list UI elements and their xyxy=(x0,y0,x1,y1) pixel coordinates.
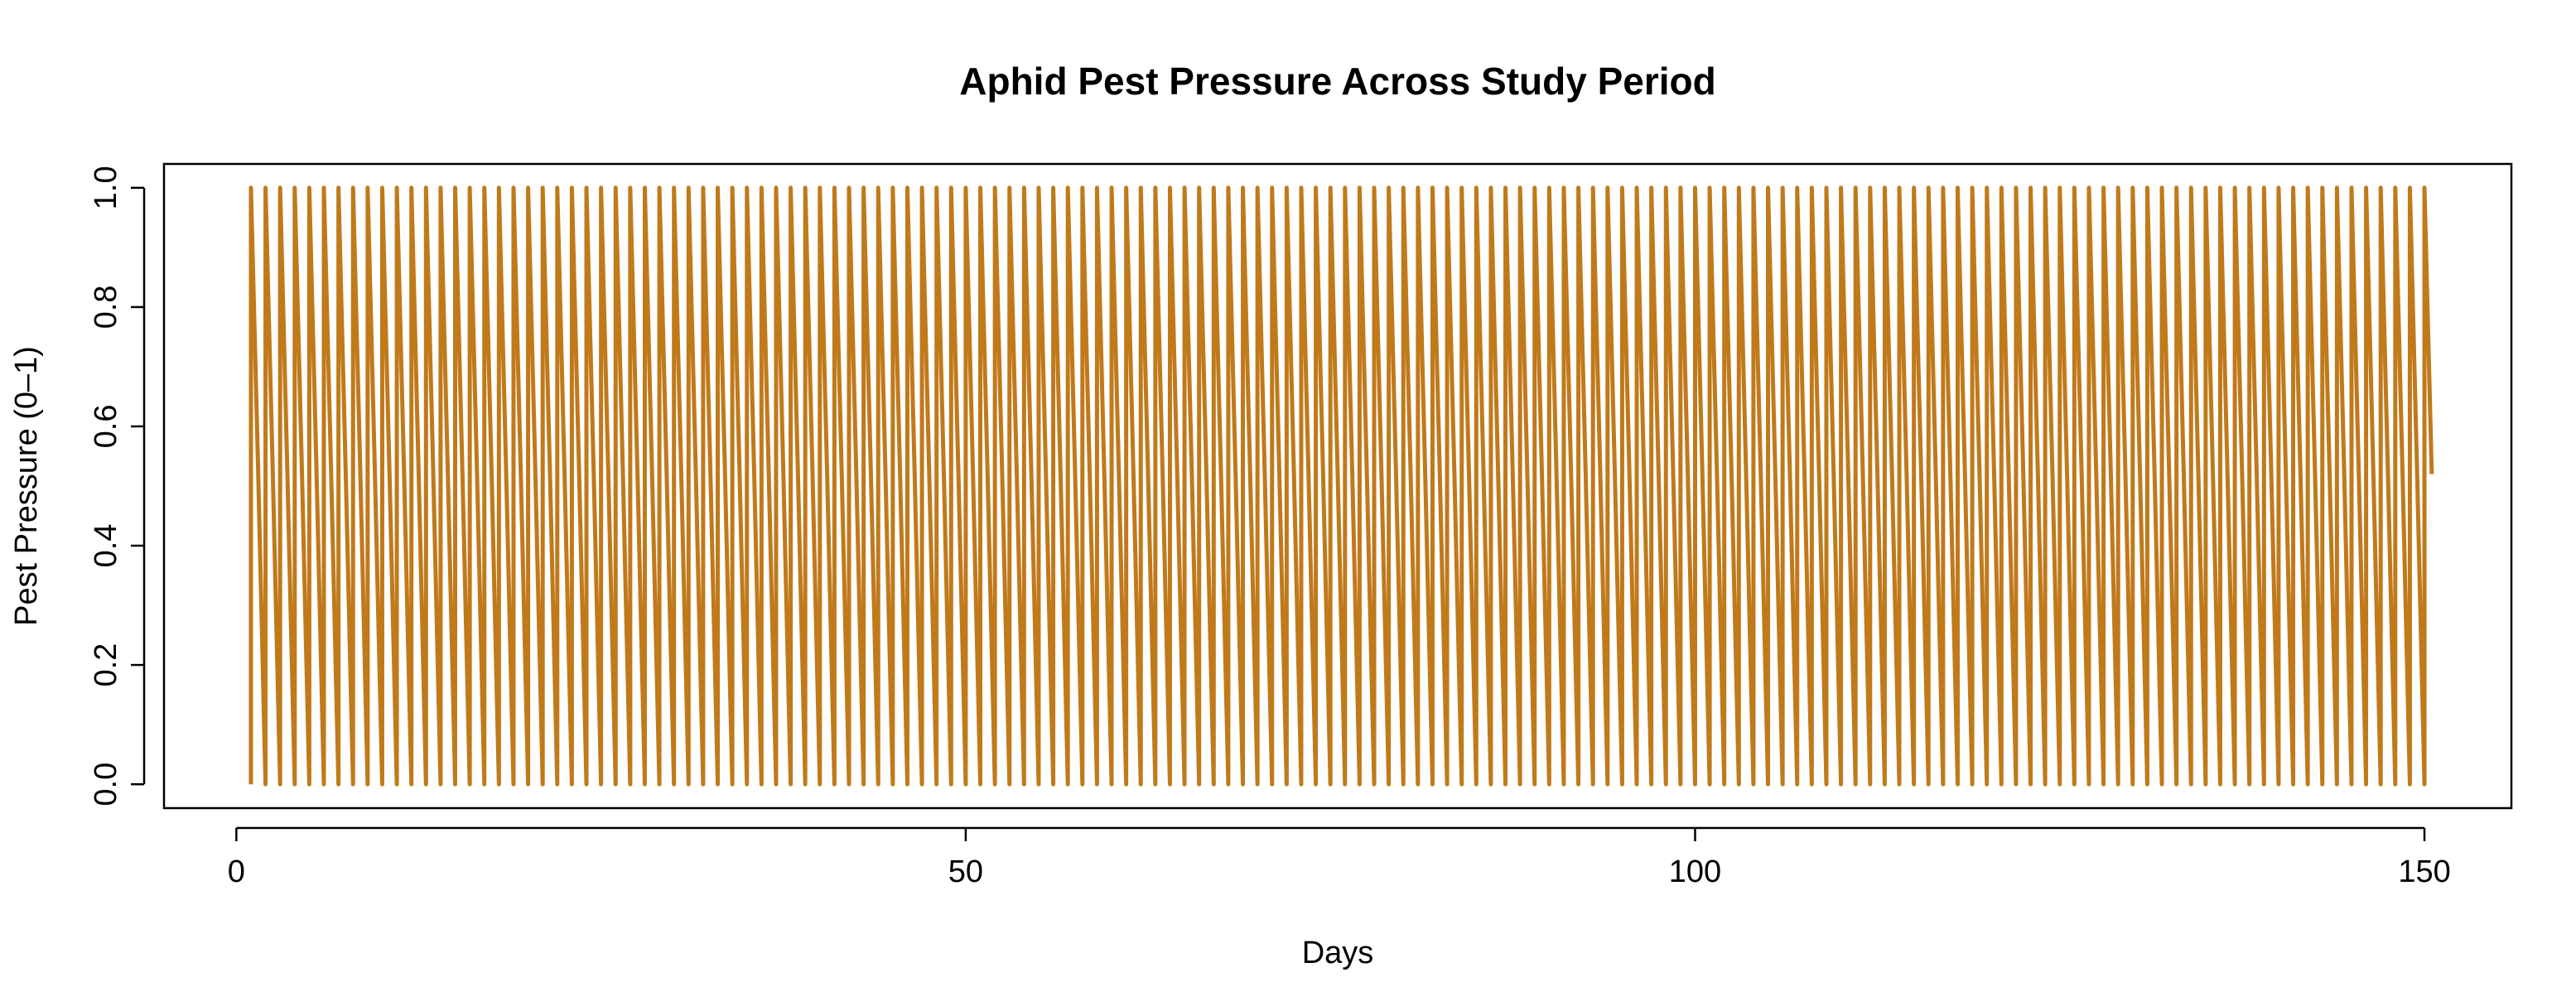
series-group xyxy=(248,185,2434,787)
y-tick-label: 0.4 xyxy=(89,524,123,568)
chart-title: Aphid Pest Pressure Across Study Period xyxy=(959,60,1715,103)
x-tick-label: 50 xyxy=(948,854,983,889)
x-tick-label: 100 xyxy=(1669,854,1721,889)
y-axis: 0.0 0.2 0.4 0.6 0.8 1.0 xyxy=(89,166,146,806)
y-tick-label: 0.2 xyxy=(89,643,123,687)
y-tick-label: 0.6 xyxy=(89,405,123,449)
x-axis-label: Days xyxy=(1302,936,1374,970)
series-line-0 xyxy=(248,185,2434,787)
y-tick-label: 1.0 xyxy=(89,166,123,209)
x-tick-label: 0 xyxy=(228,854,245,889)
plot-area-frame xyxy=(162,162,2513,810)
y-tick-label: 0.8 xyxy=(89,285,123,329)
x-tick-label: 150 xyxy=(2398,854,2450,889)
x-axis: 0 50 100 150 xyxy=(228,826,2451,889)
y-axis-label: Pest Pressure (0–1) xyxy=(9,346,44,626)
y-tick-label: 0.0 xyxy=(89,763,123,806)
